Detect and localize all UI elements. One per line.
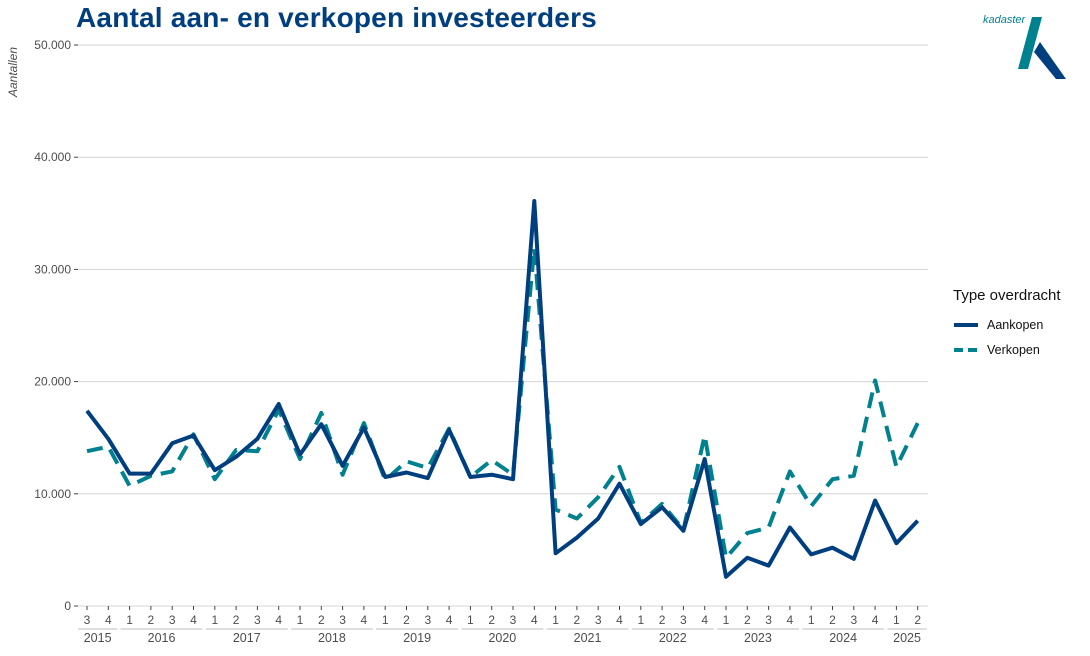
x-tick-label: 1 xyxy=(467,613,474,627)
x-tick-label: 3 xyxy=(510,613,517,627)
axes: 0 10.000 20.000 30.000 40.000 50.000 Aantallen… xyxy=(6,38,927,645)
x-tick-label: 1 xyxy=(211,613,218,627)
legend: Type overdracht Aankopen Verkopen xyxy=(953,287,1061,362)
year-label: 2023 xyxy=(744,631,772,645)
logo-text: kadaster xyxy=(983,14,1026,26)
x-tick-label: 3 xyxy=(680,613,687,627)
x-tick-label: 1 xyxy=(808,613,815,627)
y-tick-label: 50.000 xyxy=(34,38,71,52)
x-tick-label: 1 xyxy=(297,613,304,627)
year-label: 2024 xyxy=(829,631,857,645)
legend-item-verkopen: Verkopen xyxy=(953,337,1061,362)
x-tick-label: 4 xyxy=(275,613,282,627)
x-tick-label: 3 xyxy=(424,613,431,627)
x-tick-label: 4 xyxy=(616,613,623,627)
year-label: 2022 xyxy=(659,631,687,645)
year-label: 2021 xyxy=(574,631,602,645)
x-tick-label: 1 xyxy=(382,613,389,627)
x-tick-label: 2 xyxy=(403,613,410,627)
x-tick-label: 3 xyxy=(169,613,176,627)
x-tick-label: 1 xyxy=(637,613,644,627)
x-tick-label: 1 xyxy=(893,613,900,627)
x-tick-label: 3 xyxy=(765,613,772,627)
series-lines xyxy=(85,199,920,579)
grid-lines xyxy=(78,44,928,607)
legend-label-verkopen: Verkopen xyxy=(987,342,1040,357)
legend-item-aankopen: Aankopen xyxy=(953,312,1061,337)
x-tick-label: 2 xyxy=(914,613,921,627)
chart-title: Aantal aan- en verkopen investeerders xyxy=(76,2,597,33)
legend-title: Type overdracht xyxy=(953,287,1061,304)
x-tick-label: 2 xyxy=(659,613,666,627)
x-tick-label: 3 xyxy=(339,613,346,627)
year-label: 2018 xyxy=(318,631,346,645)
x-tick-label: 4 xyxy=(701,613,708,627)
x-tick-label: 4 xyxy=(190,613,197,627)
x-tick-label: 4 xyxy=(531,613,538,627)
x-tick-label: 2 xyxy=(829,613,836,627)
x-tick-label: 3 xyxy=(84,613,91,627)
x-tick-label: 4 xyxy=(105,613,112,627)
x-tick-label: 1 xyxy=(723,613,730,627)
x-tick-label: 2 xyxy=(233,613,240,627)
x-tick-label: 4 xyxy=(446,613,453,627)
x-tick-label: 3 xyxy=(850,613,857,627)
legend-swatch-verkopen xyxy=(954,347,978,352)
year-label: 2025 xyxy=(893,631,921,645)
legend-swatch-aankopen xyxy=(954,322,978,327)
y-tick-label: 40.000 xyxy=(34,150,71,164)
x-tick-label: 1 xyxy=(552,613,559,627)
x-tick-label: 3 xyxy=(254,613,261,627)
year-label: 2015 xyxy=(84,631,112,645)
year-label: 2020 xyxy=(488,631,516,645)
x-tick-label: 2 xyxy=(318,613,325,627)
x-tick-label: 4 xyxy=(787,613,794,627)
y-tick-label: 20.000 xyxy=(34,375,71,389)
kadaster-logo-icon xyxy=(1018,17,1066,79)
legend-label-aankopen: Aankopen xyxy=(987,317,1044,332)
x-tick-label: 1 xyxy=(126,613,133,627)
x-tick-label: 3 xyxy=(595,613,602,627)
series-line-verkopen xyxy=(86,246,920,560)
x-tick-label: 4 xyxy=(872,613,879,627)
y-axis-title: Aantallen xyxy=(6,47,20,98)
y-tick-label: 0 xyxy=(64,599,71,613)
x-tick-label: 2 xyxy=(574,613,581,627)
y-tick-label: 30.000 xyxy=(34,262,71,276)
series-line-aankopen xyxy=(85,199,920,579)
year-label: 2016 xyxy=(148,631,176,645)
year-label: 2017 xyxy=(233,631,261,645)
x-tick-label: 2 xyxy=(148,613,155,627)
x-tick-label: 4 xyxy=(361,613,368,627)
year-label: 2019 xyxy=(403,631,431,645)
x-tick-label: 2 xyxy=(744,613,751,627)
y-tick-label: 10.000 xyxy=(34,487,71,501)
x-tick-label: 2 xyxy=(488,613,495,627)
